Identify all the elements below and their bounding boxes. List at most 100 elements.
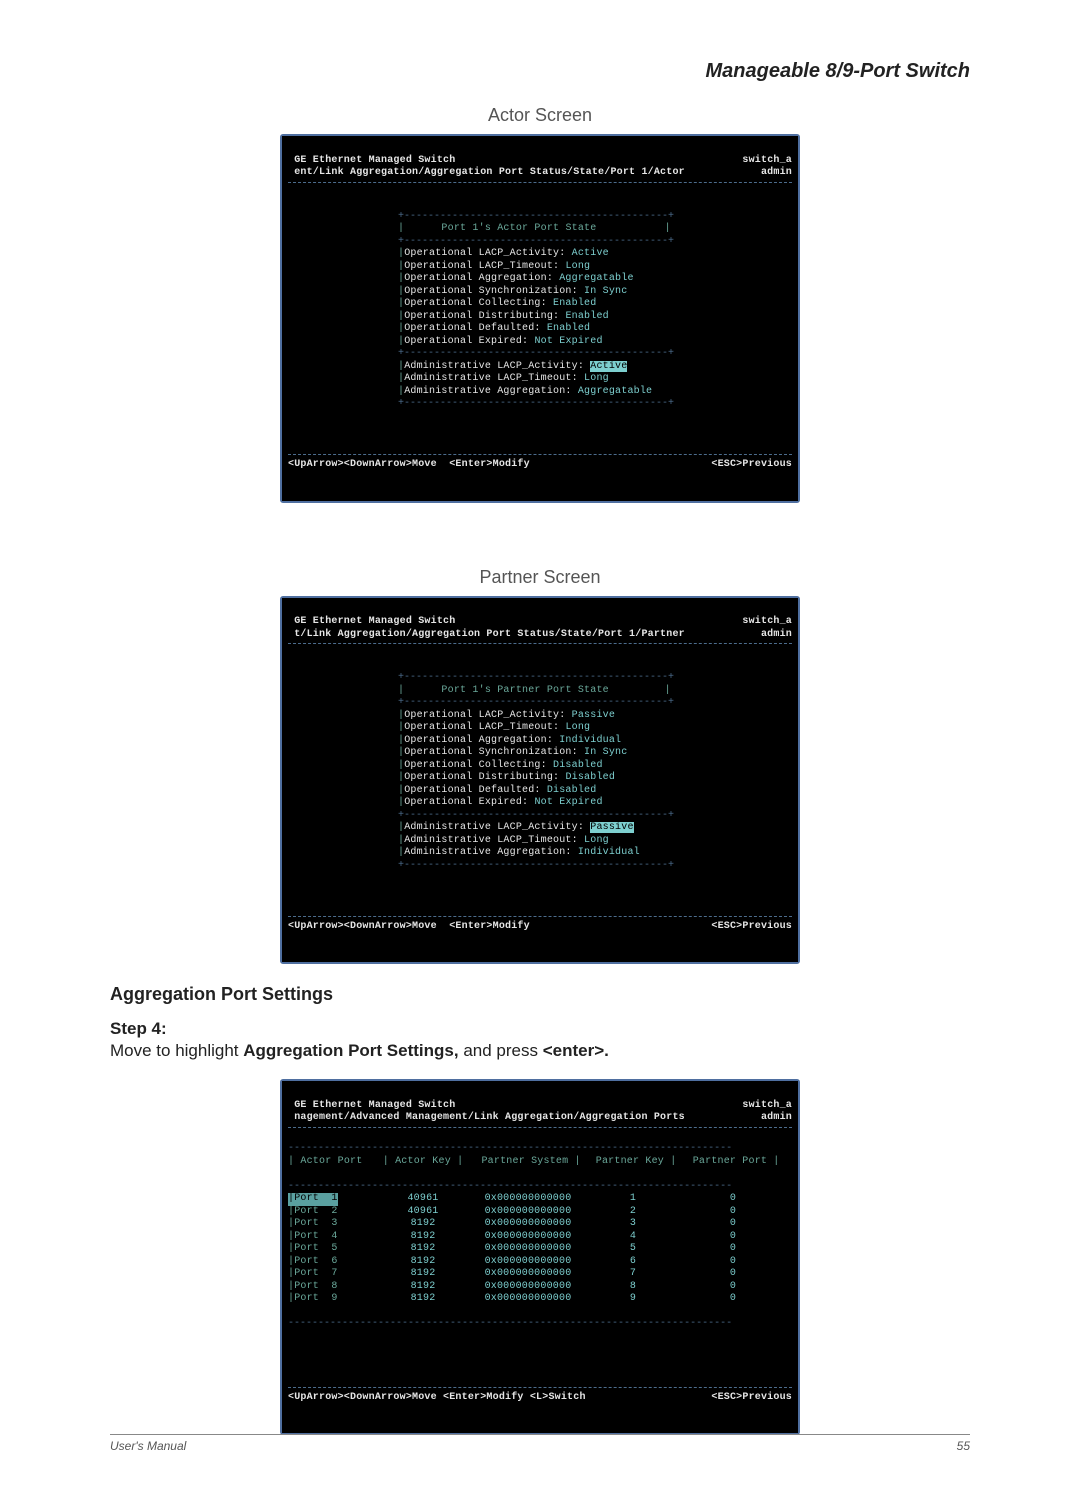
row-value: Long — [584, 835, 609, 846]
row-label: Administrative LACP_Activity: — [404, 822, 584, 833]
page: Manageable 8/9-Port Switch Actor Screen … — [0, 0, 1080, 1493]
footer-right: <ESC>Previous — [711, 1392, 792, 1405]
box-title: Port 1's Actor Port State — [441, 223, 596, 234]
col-header: Actor Key — [395, 1156, 451, 1167]
row-value: Enabled — [565, 311, 608, 322]
dash: ----------------------------------------… — [288, 1318, 732, 1329]
row-value: Passive — [572, 710, 615, 721]
row-label: Operational Defaulted: — [404, 323, 540, 334]
table-row[interactable]: |Port 481920x00000000000040 — [288, 1231, 792, 1244]
term-host: switch_a — [742, 616, 792, 627]
table-row[interactable]: |Port 581920x00000000000050 — [288, 1243, 792, 1256]
row-label: Operational LACP_Activity: — [404, 710, 565, 721]
footer-right: <ESC>Previous — [711, 459, 792, 472]
row-label: Operational Expired: — [404, 336, 528, 347]
dash: +---------------------------------------… — [398, 211, 674, 222]
dash: ----------------------------------------… — [288, 1143, 732, 1154]
terminal-actor-body: GE Ethernet Managed Switch ent/Link Aggr… — [282, 136, 798, 501]
term-user: admin — [761, 167, 792, 178]
table-row[interactable]: |Port 981920x00000000000090 — [288, 1293, 792, 1306]
step-body: Move to highlight Aggregation Port Setti… — [110, 1041, 970, 1061]
term-breadcrumb: t/Link Aggregation/Aggregation Port Stat… — [288, 629, 685, 640]
footer-left: <UpArrow><DownArrow>Move <Enter>Modify — [288, 921, 530, 934]
row-value: Aggregatable — [578, 386, 652, 397]
table-row[interactable]: |Port 381920x00000000000030 — [288, 1218, 792, 1231]
term-title: GE Ethernet Managed Switch — [288, 616, 455, 627]
row-label: Administrative Aggregation: — [404, 386, 571, 397]
row-label: Operational Collecting: — [404, 760, 547, 771]
footer-right: <ESC>Previous — [711, 921, 792, 934]
terminal-partner: GE Ethernet Managed Switch t/Link Aggreg… — [280, 596, 800, 965]
table-row[interactable]: |Port 781920x00000000000070 — [288, 1268, 792, 1281]
row-value: In Sync — [584, 286, 627, 297]
terminal-ports-body: GE Ethernet Managed Switch nagement/Adva… — [282, 1081, 798, 1433]
term-title: GE Ethernet Managed Switch — [288, 155, 455, 166]
row-label: Operational Collecting: — [404, 298, 547, 309]
table-row[interactable]: |Port 881920x00000000000080 — [288, 1281, 792, 1294]
row-value: Disabled — [553, 760, 603, 771]
footer-left: <UpArrow><DownArrow>Move <Enter>Modify — [288, 459, 530, 472]
row-value: Enabled — [553, 298, 596, 309]
row-value: Disabled — [547, 785, 597, 796]
row-value: Long — [584, 373, 609, 384]
term-user: admin — [761, 629, 792, 640]
row-label: Administrative LACP_Timeout: — [404, 835, 578, 846]
table-header: | Actor Port| Actor Key | Partner System… — [288, 1156, 792, 1169]
term-user: admin — [761, 1112, 792, 1123]
row-label: Administrative LACP_Activity: — [404, 361, 584, 372]
text-bold: <enter>. — [543, 1041, 609, 1060]
term-host: switch_a — [742, 1100, 792, 1111]
section-heading: Aggregation Port Settings — [110, 984, 970, 1005]
footer-manual: User's Manual — [110, 1439, 186, 1453]
text: Move to highlight — [110, 1041, 243, 1060]
box-title: Port 1's Partner Port State — [441, 685, 608, 696]
row-value: Enabled — [547, 323, 590, 334]
row-label: Operational Synchronization: — [404, 286, 578, 297]
row-label: Operational Distributing: — [404, 772, 559, 783]
footer-page-number: 55 — [957, 1439, 970, 1453]
row-label: Administrative LACP_Timeout: — [404, 373, 578, 384]
caption-partner: Partner Screen — [110, 567, 970, 588]
row-value-highlight[interactable]: Active — [590, 361, 627, 372]
row-label: Operational Aggregation: — [404, 273, 553, 284]
row-value: Active — [572, 248, 609, 259]
table-row[interactable]: |Port 1409610x00000000000010 — [288, 1193, 792, 1206]
row-label: Operational Distributing: — [404, 311, 559, 322]
caption-actor: Actor Screen — [110, 105, 970, 126]
row-label: Operational LACP_Timeout: — [404, 722, 559, 733]
term-breadcrumb: nagement/Advanced Management/Link Aggreg… — [288, 1112, 685, 1123]
text: and press — [459, 1041, 543, 1060]
terminal-actor: GE Ethernet Managed Switch ent/Link Aggr… — [280, 134, 800, 503]
row-label: Operational Defaulted: — [404, 785, 540, 796]
term-title: GE Ethernet Managed Switch — [288, 1100, 455, 1111]
row-label: Operational LACP_Timeout: — [404, 261, 559, 272]
col-header: Actor Port — [300, 1156, 362, 1167]
page-header: Manageable 8/9-Port Switch — [110, 60, 970, 83]
term-breadcrumb: ent/Link Aggregation/Aggregation Port St… — [288, 167, 685, 178]
row-value-highlight[interactable]: Passive — [590, 822, 633, 833]
col-header: Partner Key — [596, 1156, 664, 1167]
col-header: Partner System — [481, 1156, 568, 1167]
row-value: Disabled — [565, 772, 615, 783]
row-label: Operational LACP_Activity: — [404, 248, 565, 259]
text-bold: Aggregation Port Settings, — [243, 1041, 458, 1060]
page-footer: User's Manual 55 — [110, 1434, 970, 1453]
table-row[interactable]: |Port 681920x00000000000060 — [288, 1256, 792, 1269]
dash: ----------------------------------------… — [288, 1181, 732, 1192]
row-value: Individual — [559, 735, 621, 746]
row-label: Administrative Aggregation: — [404, 847, 571, 858]
table-row[interactable]: |Port 2409610x00000000000020 — [288, 1206, 792, 1219]
row-value: Long — [565, 722, 590, 733]
footer-left: <UpArrow><DownArrow>Move <Enter>Modify <… — [288, 1392, 586, 1405]
step-label: Step 4: — [110, 1019, 970, 1039]
row-label: Operational Aggregation: — [404, 735, 553, 746]
terminal-ports: GE Ethernet Managed Switch nagement/Adva… — [280, 1079, 800, 1435]
row-value: Not Expired — [534, 797, 602, 808]
row-label: Operational Expired: — [404, 797, 528, 808]
row-label: Operational Synchronization: — [404, 747, 578, 758]
row-value: Individual — [578, 847, 640, 858]
row-value: Not Expired — [534, 336, 602, 347]
row-value: In Sync — [584, 747, 627, 758]
term-host: switch_a — [742, 155, 792, 166]
col-header: Partner Port — [693, 1156, 767, 1167]
